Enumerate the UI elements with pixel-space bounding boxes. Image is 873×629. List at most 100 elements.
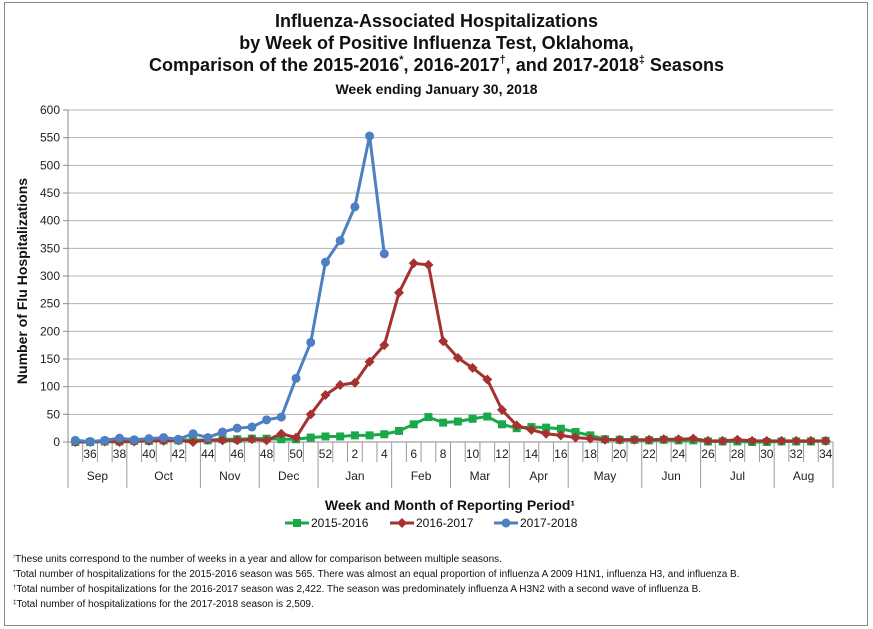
x-tick-label: 6 bbox=[410, 447, 417, 461]
month-label: Jan bbox=[345, 469, 364, 483]
x-tick-label: 14 bbox=[525, 447, 539, 461]
x-tick-label: 2 bbox=[352, 447, 359, 461]
footnote-mark: ¹ bbox=[13, 555, 15, 561]
legend-label: 2015-2016 bbox=[311, 516, 369, 530]
x-tick-label: 32 bbox=[790, 447, 804, 461]
month-label: May bbox=[594, 469, 617, 483]
x-tick-label: 8 bbox=[440, 447, 447, 461]
data-point bbox=[408, 258, 419, 269]
legend-label: 2017-2018 bbox=[520, 516, 578, 530]
month-label: Jul bbox=[730, 469, 745, 483]
y-tick-label: 450 bbox=[40, 186, 60, 200]
data-point bbox=[336, 432, 345, 441]
y-tick-label: 200 bbox=[40, 324, 60, 338]
y-tick-label: 100 bbox=[40, 380, 60, 394]
footnote: ‡Total number of hospitalizations for th… bbox=[13, 597, 740, 612]
data-point bbox=[291, 432, 302, 443]
data-point bbox=[439, 418, 448, 427]
data-point bbox=[761, 435, 772, 446]
data-point bbox=[291, 373, 301, 383]
data-point bbox=[114, 433, 124, 443]
data-point bbox=[673, 434, 684, 445]
data-point bbox=[717, 435, 728, 446]
month-label: Dec bbox=[278, 469, 299, 483]
x-tick-label: 20 bbox=[613, 447, 627, 461]
x-tick-label: 24 bbox=[672, 447, 686, 461]
x-tick-label: 22 bbox=[642, 447, 656, 461]
data-point bbox=[732, 434, 743, 445]
data-point bbox=[702, 435, 713, 446]
data-point bbox=[482, 374, 493, 385]
data-point bbox=[188, 429, 198, 439]
x-tick-label: 48 bbox=[260, 447, 274, 461]
data-point bbox=[644, 434, 655, 445]
x-tick-label: 42 bbox=[172, 447, 186, 461]
data-point bbox=[335, 380, 346, 391]
data-point bbox=[70, 435, 80, 445]
chart-title-line-3: Comparison of the 2015-2016*, 2016-2017†… bbox=[149, 54, 724, 75]
y-axis-title: Number of Flu Hospitalizations bbox=[14, 178, 30, 384]
data-point bbox=[805, 435, 816, 446]
data-point bbox=[365, 431, 374, 440]
footnotes: ¹These units correspond to the number of… bbox=[13, 552, 740, 612]
series-line bbox=[75, 261, 826, 444]
data-point bbox=[395, 426, 404, 435]
series-line bbox=[75, 134, 386, 443]
data-point bbox=[629, 434, 640, 445]
legend-item: 2017-2018 bbox=[494, 516, 578, 530]
legend-marker bbox=[501, 518, 511, 528]
x-tick-label: 12 bbox=[495, 447, 509, 461]
data-point bbox=[380, 430, 389, 439]
data-point bbox=[203, 433, 213, 443]
data-point bbox=[144, 434, 154, 444]
data-point bbox=[599, 434, 610, 445]
data-point bbox=[188, 437, 199, 447]
data-point bbox=[526, 424, 537, 435]
x-tick-label: 18 bbox=[584, 447, 598, 461]
data-point bbox=[217, 427, 227, 437]
x-tick-label: 34 bbox=[819, 447, 833, 461]
data-point bbox=[542, 423, 551, 432]
footnote: †Total number of hospitalizations for th… bbox=[13, 582, 740, 597]
footnote-text: These units correspond to the number of … bbox=[15, 554, 502, 565]
data-point bbox=[424, 413, 433, 422]
data-point bbox=[452, 352, 463, 363]
data-point bbox=[364, 356, 375, 367]
data-point bbox=[409, 420, 418, 429]
data-point bbox=[658, 434, 669, 445]
series-line bbox=[75, 415, 826, 444]
y-tick-label: 350 bbox=[40, 241, 60, 255]
data-point bbox=[365, 131, 375, 141]
x-tick-label: 4 bbox=[381, 447, 388, 461]
data-point bbox=[306, 433, 315, 442]
month-label: Jun bbox=[661, 469, 680, 483]
month-label: Aug bbox=[793, 469, 814, 483]
legend-marker bbox=[397, 518, 407, 528]
data-point bbox=[570, 432, 581, 443]
data-point bbox=[496, 404, 507, 415]
data-point bbox=[394, 287, 405, 298]
data-point bbox=[305, 409, 316, 420]
series-2016-2017 bbox=[70, 258, 831, 447]
footnote-text: Total number of hospitalizations for the… bbox=[15, 569, 740, 580]
x-tick-label: 16 bbox=[554, 447, 568, 461]
chart-subtitle: Week ending January 30, 2018 bbox=[335, 81, 538, 97]
y-tick-label: 500 bbox=[40, 158, 60, 172]
chart-title-line-2: by Week of Positive Influenza Test, Okla… bbox=[239, 33, 634, 53]
data-point bbox=[350, 431, 359, 440]
footnote-text: Total number of hospitalizations for the… bbox=[16, 599, 314, 610]
data-point bbox=[467, 362, 478, 373]
data-point bbox=[85, 436, 95, 446]
legend-item: 2016-2017 bbox=[390, 516, 474, 530]
chart-title-line-1: Influenza-Associated Hospitalizations bbox=[274, 11, 599, 31]
month-label: Nov bbox=[219, 469, 240, 483]
y-tick-label: 50 bbox=[47, 407, 61, 421]
data-point bbox=[438, 336, 449, 347]
data-point bbox=[261, 435, 272, 446]
data-point bbox=[247, 422, 257, 432]
data-point bbox=[555, 430, 566, 441]
x-tick-label: 30 bbox=[760, 447, 774, 461]
x-tick-label: 50 bbox=[289, 447, 303, 461]
data-point bbox=[497, 420, 506, 429]
